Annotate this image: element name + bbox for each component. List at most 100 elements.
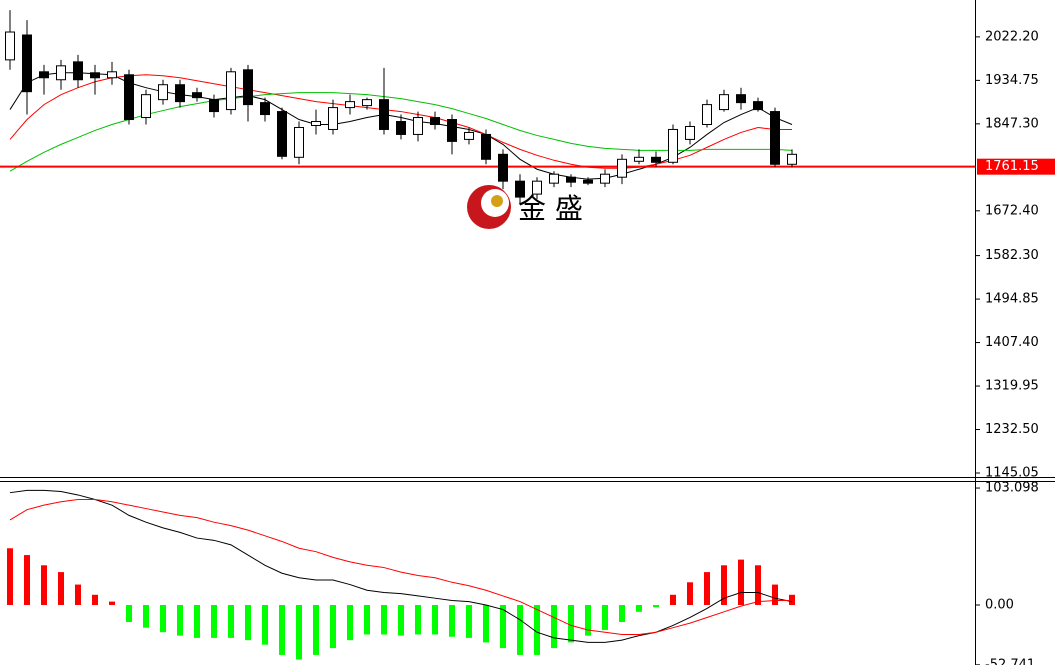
y-tick-label: 1582.30 bbox=[985, 248, 1039, 263]
indicator-line bbox=[9, 489, 793, 643]
candle-body bbox=[413, 117, 423, 135]
histogram-bar bbox=[585, 604, 591, 636]
price-label-box bbox=[977, 158, 1055, 175]
histogram-bar bbox=[228, 604, 234, 638]
candle-body bbox=[787, 153, 797, 165]
histogram-bar bbox=[602, 604, 608, 630]
candle-body bbox=[5, 31, 15, 61]
candle-body bbox=[515, 180, 525, 198]
candle-body bbox=[651, 156, 661, 163]
candle-body bbox=[226, 71, 236, 111]
candle-body bbox=[311, 121, 321, 126]
watermark: 金 盛 bbox=[467, 185, 583, 229]
candle-body bbox=[396, 121, 406, 135]
histogram-bar bbox=[704, 572, 710, 605]
histogram-bar bbox=[330, 604, 336, 649]
candle-body bbox=[668, 128, 678, 163]
histogram-bar bbox=[449, 604, 455, 637]
histogram-bar bbox=[398, 604, 404, 636]
histogram-bar bbox=[653, 604, 659, 608]
histogram-bar bbox=[109, 601, 115, 605]
candle-body bbox=[56, 65, 66, 81]
y-tick-label: 1145.05 bbox=[985, 465, 1039, 480]
histogram-bar bbox=[75, 584, 81, 605]
histogram-bar bbox=[160, 604, 166, 633]
histogram-bar bbox=[262, 604, 268, 645]
candle-body bbox=[753, 101, 763, 111]
price-label: 1761.15 bbox=[985, 159, 1039, 174]
candle-body bbox=[736, 94, 746, 104]
histogram-bar bbox=[636, 604, 642, 612]
candle-body bbox=[141, 94, 151, 119]
candle-body bbox=[481, 133, 491, 160]
histogram-bar bbox=[619, 604, 625, 623]
candle-body bbox=[498, 153, 508, 182]
histogram-bar bbox=[313, 604, 319, 655]
histogram-bar bbox=[415, 604, 421, 635]
candle-body bbox=[345, 101, 355, 109]
histogram-bar bbox=[670, 594, 676, 605]
histogram-bar bbox=[126, 604, 132, 623]
candle-body bbox=[566, 176, 576, 183]
histogram-bar bbox=[721, 565, 727, 605]
histogram-bar bbox=[24, 555, 30, 605]
indicator-line bbox=[9, 92, 793, 172]
histogram-bar bbox=[211, 604, 217, 638]
y-tick-label: 2022.20 bbox=[985, 29, 1039, 44]
histogram-bar bbox=[738, 559, 744, 605]
candle-body bbox=[549, 173, 559, 184]
candle-body bbox=[175, 84, 185, 103]
y-tick-label: 1847.30 bbox=[985, 116, 1039, 131]
candle-body bbox=[90, 72, 100, 79]
histogram-bar bbox=[381, 604, 387, 635]
histogram-bar bbox=[194, 604, 200, 638]
candle-body bbox=[328, 107, 338, 130]
candle-body bbox=[702, 104, 712, 125]
candle-body bbox=[685, 125, 695, 140]
histogram-bar bbox=[279, 604, 285, 655]
histogram-bar bbox=[41, 565, 47, 605]
candle-body bbox=[192, 92, 202, 99]
histogram-bar bbox=[551, 604, 557, 649]
candle-body bbox=[447, 119, 457, 142]
candle-body bbox=[770, 111, 780, 165]
histogram-bar bbox=[177, 604, 183, 636]
candle-body bbox=[634, 156, 644, 162]
histogram-bar bbox=[296, 604, 302, 660]
y-tick-label: 1934.75 bbox=[985, 73, 1039, 88]
candle-body bbox=[124, 74, 134, 121]
histogram-bar bbox=[755, 565, 761, 605]
y-tick-label: -52.741 bbox=[985, 657, 1035, 665]
histogram-bar bbox=[143, 604, 149, 628]
candle-body bbox=[107, 71, 117, 79]
candle-body bbox=[277, 111, 287, 157]
candle-body bbox=[39, 71, 49, 79]
histogram-bar bbox=[58, 572, 64, 605]
candle-body bbox=[158, 84, 168, 101]
histogram-bar bbox=[687, 582, 693, 605]
candle-body bbox=[362, 99, 372, 107]
histogram-bar bbox=[534, 604, 540, 655]
histogram-bar bbox=[772, 584, 778, 605]
candle-body bbox=[294, 126, 304, 158]
histogram-bar bbox=[466, 604, 472, 638]
candle-body bbox=[260, 102, 270, 116]
watermark-text: 金 盛 bbox=[518, 192, 583, 225]
candle-body bbox=[243, 69, 253, 106]
histogram-bar bbox=[92, 594, 98, 605]
candle-body bbox=[379, 99, 389, 130]
candle-body bbox=[22, 34, 32, 93]
histogram-bar bbox=[483, 604, 489, 643]
y-tick-label: 0.00 bbox=[985, 597, 1014, 612]
y-tick-label: 103.098 bbox=[985, 481, 1039, 496]
histogram-bar bbox=[245, 604, 251, 641]
histogram-bar bbox=[7, 548, 13, 605]
candle-body bbox=[600, 173, 610, 184]
candle-body bbox=[617, 158, 627, 178]
histogram-bar bbox=[500, 604, 506, 649]
histogram-bar bbox=[517, 604, 523, 655]
candle-body bbox=[430, 117, 440, 125]
y-tick-label: 1319.95 bbox=[985, 379, 1039, 394]
y-tick-label: 1494.85 bbox=[985, 292, 1039, 307]
